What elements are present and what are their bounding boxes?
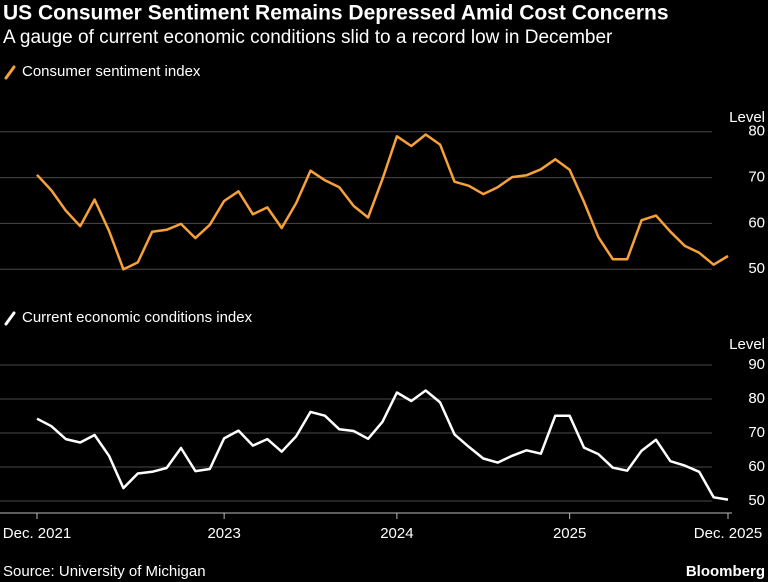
legend-label: Current economic conditions index: [22, 309, 253, 326]
y-tick-label: 60: [748, 458, 765, 475]
legend-icon: [4, 311, 16, 326]
y-tick-label: 90: [748, 356, 765, 373]
x-tick-label: 2025: [553, 525, 586, 542]
brand: Bloomberg: [686, 563, 765, 580]
legend-icon: [4, 65, 16, 80]
y-tick-label: 70: [748, 424, 765, 441]
data-line: [36, 133, 729, 271]
x-tick-label: Dec. 2025: [694, 525, 762, 542]
title: US Consumer Sentiment Remains Depressed …: [3, 2, 669, 25]
data-line: [36, 389, 729, 501]
x-tick-label: Dec. 2021: [3, 525, 71, 542]
legend-label: Consumer sentiment index: [22, 63, 201, 80]
y-tick-label: 50: [748, 260, 765, 277]
y-axis-label: Level: [729, 109, 765, 126]
y-tick-label: 60: [748, 214, 765, 231]
y-axis-label: Level: [729, 336, 765, 353]
y-tick-label: 80: [748, 390, 765, 407]
y-tick-label: 80: [748, 123, 765, 140]
y-tick-label: 50: [748, 492, 765, 509]
x-tick-label: 2023: [207, 525, 240, 542]
subtitle: A gauge of current economic conditions s…: [3, 27, 613, 48]
x-tick-label: 2024: [380, 525, 413, 542]
source: Source: University of Michigan: [3, 563, 206, 580]
y-tick-label: 70: [748, 169, 765, 186]
